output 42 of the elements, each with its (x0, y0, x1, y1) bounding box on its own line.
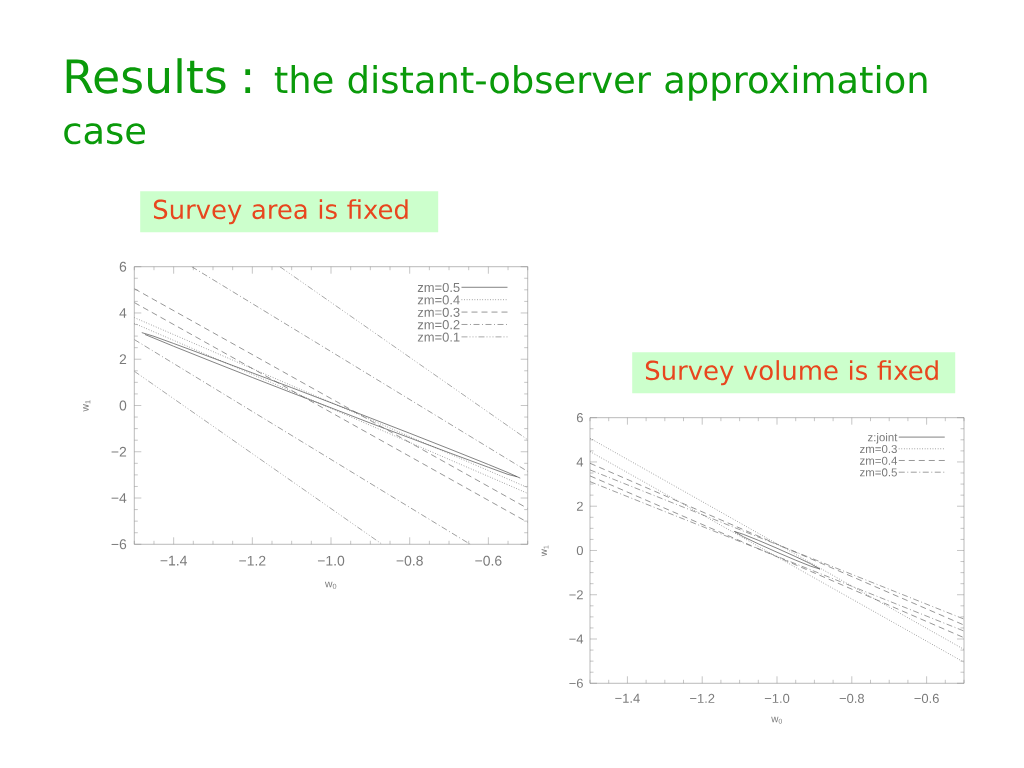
x-tick-label: −0.8 (396, 555, 423, 566)
legend-label: zm=0.5 (859, 468, 897, 477)
x-tick-label: −1.0 (317, 555, 345, 566)
chart-title: Survey area is fixed (153, 199, 408, 225)
y-tick-label: 6 (576, 413, 583, 423)
y-axis-title: w$_{1}$ (83, 400, 91, 412)
x-tick-label: −1.4 (160, 555, 187, 566)
y-tick-label: 2 (576, 501, 583, 511)
x-tick-label: −0.6 (914, 693, 939, 703)
y-tick-label: 2 (119, 354, 127, 365)
y-tick-label: −6 (569, 678, 583, 688)
x-tick-label: −1.4 (615, 693, 640, 703)
y-tick-label: −4 (569, 634, 584, 644)
legend-label: zm=0.3 (859, 444, 897, 454)
x-tick-label: −0.6 (475, 555, 502, 566)
y-tick-label: −2 (569, 590, 583, 600)
legend-label: zm=0.4 (859, 456, 898, 465)
legend-label: zm=0.5 (417, 282, 460, 293)
x-axis-title: w$_{0}$ (324, 581, 337, 589)
x-tick-label: −1.2 (690, 693, 715, 703)
y-tick-label: 6 (119, 261, 127, 272)
x-tick-label: −1.2 (239, 555, 266, 566)
x-axis-title: w$_{0}$ (771, 716, 783, 724)
legend-label: zm=0.1 (417, 332, 460, 342)
legend-label: z:joint (867, 432, 898, 444)
legend-label: zm=0.3 (417, 307, 460, 317)
y-tick-label: 4 (576, 457, 584, 467)
y-tick-label: 4 (119, 308, 127, 318)
y-tick-label: −4 (111, 493, 127, 503)
legend-label: zm=0.2 (417, 320, 460, 330)
legend-label: zm=0.4 (417, 295, 460, 305)
text: case (64, 123, 145, 145)
chart-title: Survey volume is fixed (645, 360, 938, 386)
text: Results : (66, 58, 251, 94)
x-tick-label: −1.0 (764, 693, 790, 703)
y-tick-label: 0 (119, 400, 127, 411)
x-tick-label: −0.8 (839, 693, 865, 703)
y-tick-label: −2 (111, 446, 127, 457)
y-axis-title: w$_{1}$ (541, 545, 549, 557)
y-tick-label: 0 (576, 545, 583, 556)
text: the distant-observer approximation (274, 65, 927, 101)
y-tick-label: −6 (111, 539, 127, 550)
